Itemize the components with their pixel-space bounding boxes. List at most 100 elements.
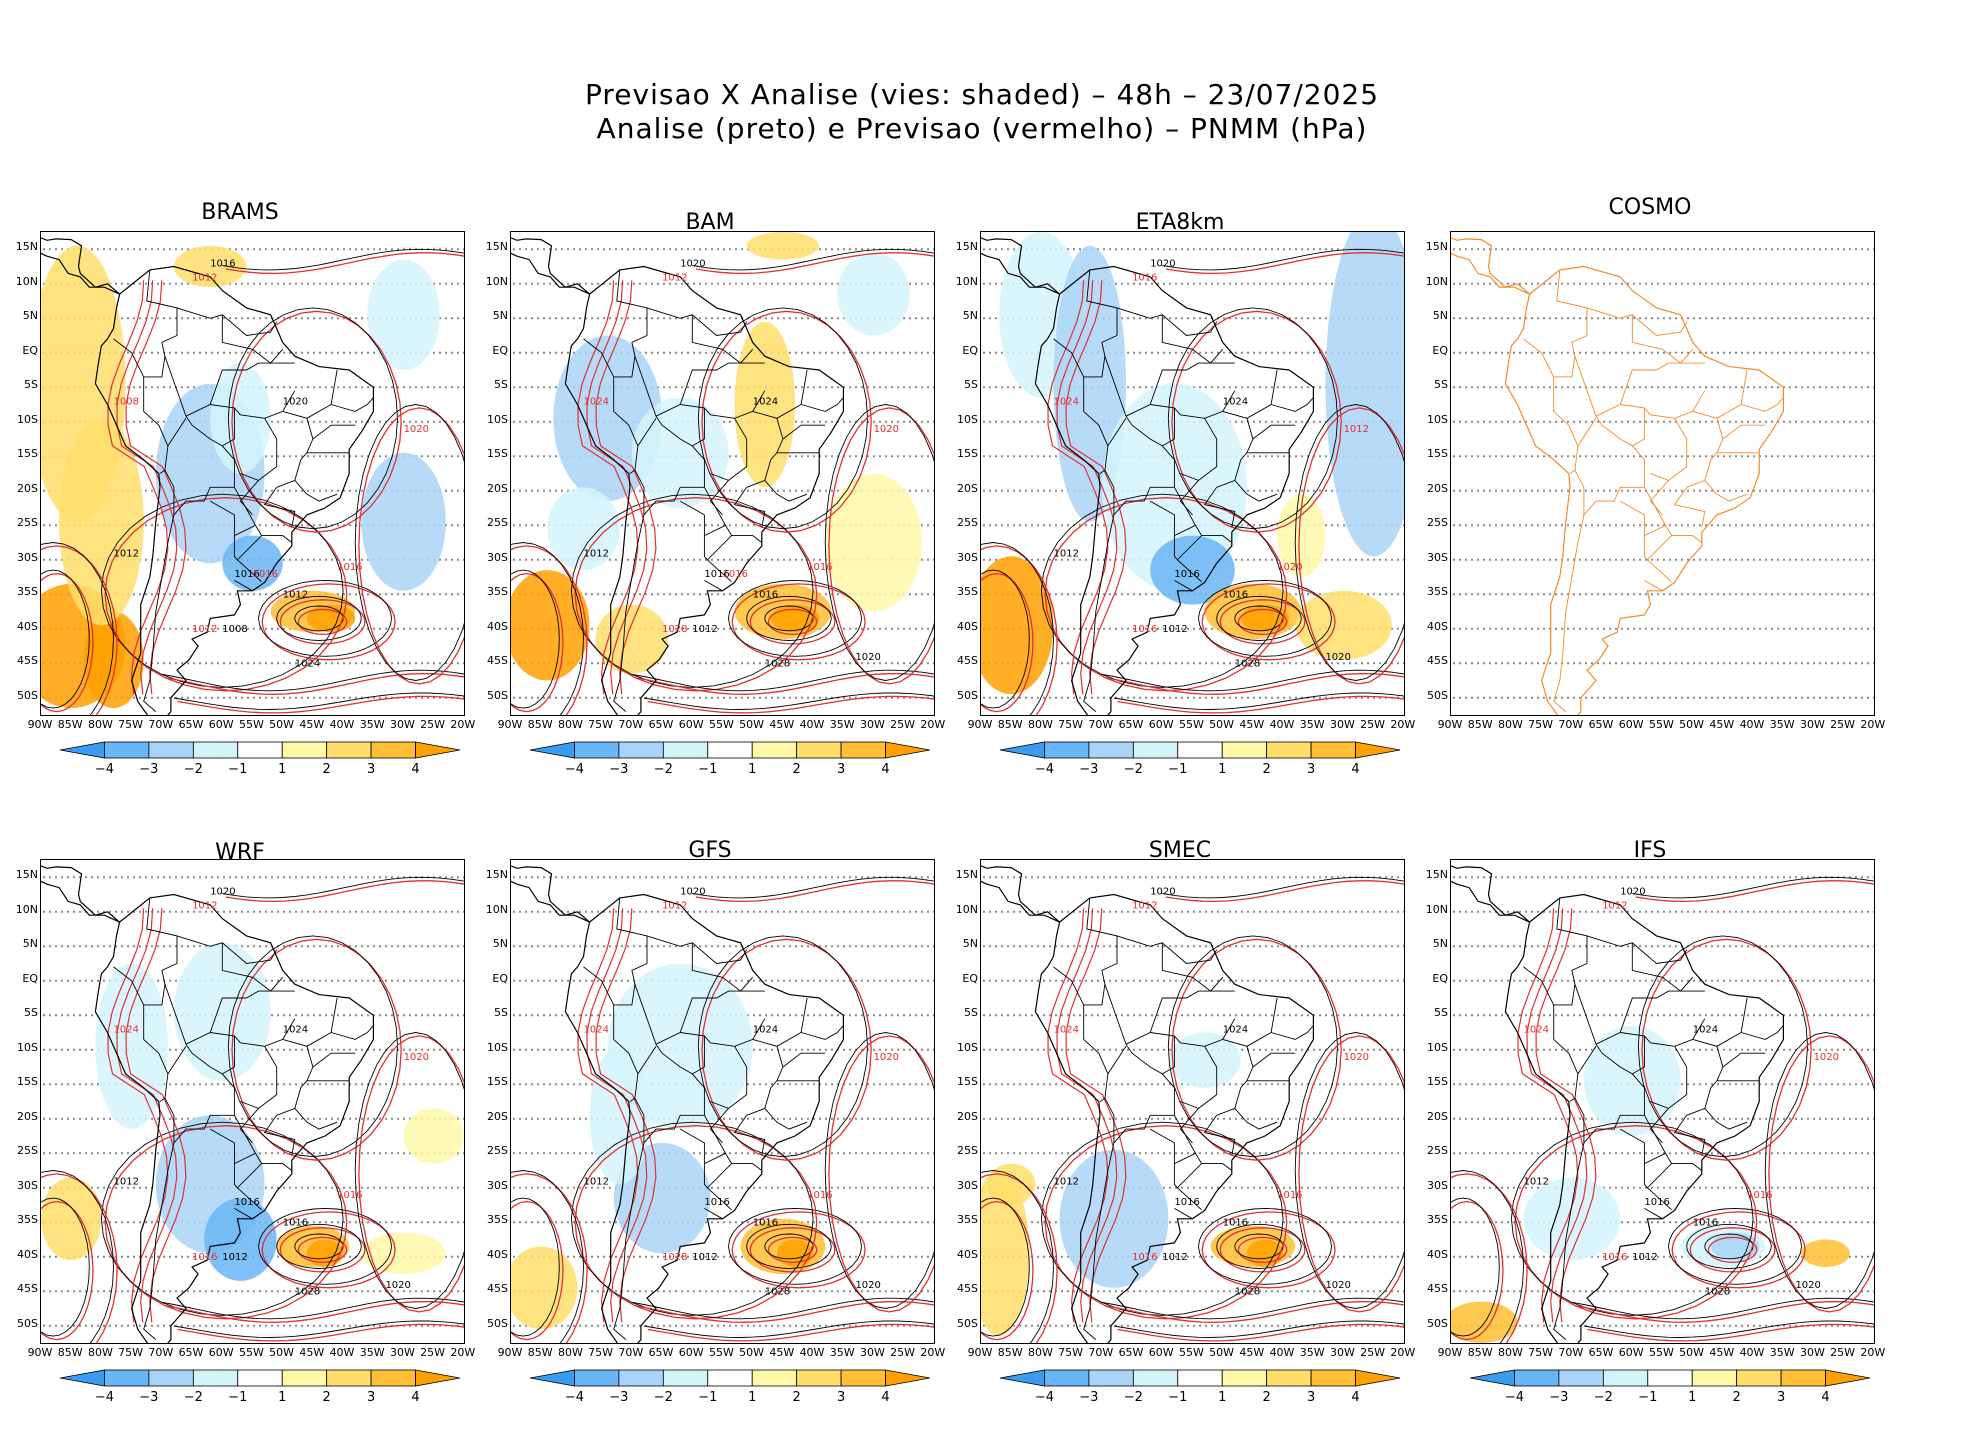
- figure-title-line1: Previsao X Analise (vies: shaded) – 48h …: [584, 78, 1380, 111]
- lon-tick-label: 90W: [967, 1346, 993, 1359]
- analysis-isobar: [631, 1297, 934, 1320]
- political-border: [167, 418, 187, 447]
- lat-tick-label: 45S: [957, 1282, 978, 1295]
- lat-tick-label: 15S: [957, 1075, 978, 1088]
- political-border: [239, 480, 259, 516]
- lon-tick-label: 20W: [450, 1346, 476, 1359]
- colorbar-label: 4: [1351, 1390, 1360, 1405]
- forecast-isobar: [104, 497, 348, 692]
- forecast-isobar-label: 1020: [404, 1052, 429, 1063]
- forecast-isobar-label: 1012: [1602, 900, 1627, 911]
- political-border: [731, 535, 763, 543]
- lat-tick-label: 35S: [17, 1213, 38, 1226]
- political-border: [164, 1097, 235, 1145]
- lat-tick-label: 30S: [957, 1178, 978, 1192]
- bias-shade: [83, 611, 144, 709]
- lat-tick-label: 35S: [957, 1213, 978, 1226]
- central-america-coastline: [1451, 237, 1530, 295]
- lon-tick-label: 70W: [1558, 1346, 1584, 1359]
- lon-tick-label: 25W: [1360, 1346, 1386, 1359]
- political-border: [1619, 990, 1705, 1033]
- forecast-isobar: [165, 1301, 464, 1323]
- lat-tick-label: 10N: [955, 274, 978, 288]
- political-border: [634, 469, 705, 517]
- analysis-isobar: [981, 1197, 1030, 1337]
- south-america-coastline: [1504, 265, 1784, 715]
- political-border: [776, 369, 808, 419]
- lat-tick-label: 20S: [17, 1109, 38, 1123]
- political-border: [240, 418, 278, 481]
- lat-tick-label: 40S: [17, 1247, 38, 1261]
- forecast-isobar: [1105, 673, 1404, 695]
- forecast-isobar-label: 1016: [1747, 1190, 1772, 1201]
- colorbar-label: −4: [1034, 1390, 1055, 1405]
- lon-tick-label: 30W: [859, 1346, 885, 1359]
- analysis-isobar: [764, 1233, 814, 1260]
- colorbar-label: 4: [411, 1390, 420, 1405]
- lat-tick-label: 5N: [492, 309, 508, 322]
- colorbar-swatch: [1221, 1369, 1268, 1387]
- political-border: [1595, 1018, 1706, 1047]
- colorbar-swatch: [1000, 741, 1045, 759]
- colorbar-label: 3: [1306, 762, 1316, 777]
- analysis-isobar: [1101, 669, 1404, 692]
- lon-tick-label: 70W: [618, 718, 644, 731]
- forecast-isobar: [1065, 280, 1127, 695]
- analysis-isobar-label: 1012: [584, 548, 609, 559]
- analysis-isobar-label: 1020: [1325, 1280, 1350, 1291]
- colorbar-swatch: [281, 741, 328, 759]
- analysis-isobar-label: 1012: [692, 624, 717, 635]
- political-border: [1173, 535, 1178, 561]
- colorbar-gfs: [530, 1369, 930, 1387]
- colorbar-label: −3: [1079, 762, 1099, 777]
- lon-tick-label: 80W: [557, 1346, 583, 1359]
- forecast-isobar: [695, 880, 934, 903]
- political-border: [1574, 1097, 1645, 1145]
- colorbar-label: 1: [278, 1390, 287, 1405]
- political-border: [143, 1004, 169, 1102]
- forecast-isobar: [165, 673, 464, 695]
- political-border: [1671, 1163, 1703, 1171]
- lat-tick-label: 30S: [487, 1178, 508, 1192]
- central-america-coastline: [41, 237, 120, 295]
- political-border: [1716, 369, 1748, 419]
- lon-tick-label: 65W: [648, 718, 674, 731]
- lon-tick-label: 70W: [148, 1346, 174, 1359]
- analysis-isobar-label: 1028: [1235, 1287, 1260, 1298]
- political-border: [692, 407, 705, 447]
- lat-tick-label: 20S: [1427, 481, 1448, 495]
- lon-tick-label: 75W: [1528, 1346, 1554, 1359]
- colorbar-swatch: [1310, 1369, 1356, 1387]
- lat-tick-label: 5S: [24, 378, 38, 391]
- lat-tick-label: 25S: [1427, 1144, 1448, 1157]
- lon-tick-label: 80W: [1497, 1346, 1523, 1359]
- lon-tick-label: 35W: [1769, 1346, 1795, 1359]
- analysis-isobar: [1162, 248, 1404, 271]
- lat-tick-label: 45S: [17, 654, 38, 667]
- lon-tick-label: 45W: [1709, 718, 1735, 731]
- bias-shade: [631, 397, 729, 508]
- colorbar-label: 3: [366, 1390, 376, 1405]
- analysis-isobar-label: 1012: [1162, 1252, 1187, 1263]
- forecast-isobar-label: 1020: [404, 424, 429, 435]
- colorbar-label: −3: [139, 1390, 159, 1405]
- lat-tick-label: 5N: [962, 309, 978, 322]
- political-border: [710, 418, 748, 481]
- political-border: [167, 1046, 187, 1075]
- political-border: [1574, 469, 1645, 517]
- central-america-coastline: [41, 865, 120, 923]
- political-border: [1203, 1115, 1236, 1156]
- forecast-isobar: [647, 695, 934, 714]
- political-border: [1149, 500, 1196, 537]
- colorbar-label: −2: [653, 1390, 673, 1405]
- political-border: [1722, 424, 1766, 440]
- political-border: [209, 362, 295, 405]
- colorbar-swatch: [1310, 741, 1356, 759]
- forecast-isobar: [1044, 497, 1288, 692]
- analysis-isobar-label: 1012: [1162, 624, 1187, 635]
- lon-tick-label: 60W: [208, 718, 234, 731]
- colorbar-label: −2: [1123, 762, 1143, 777]
- political-border: [233, 1163, 238, 1189]
- colorbar-swatch: [618, 741, 664, 759]
- forecast-isobar-label: 1016: [337, 1190, 362, 1201]
